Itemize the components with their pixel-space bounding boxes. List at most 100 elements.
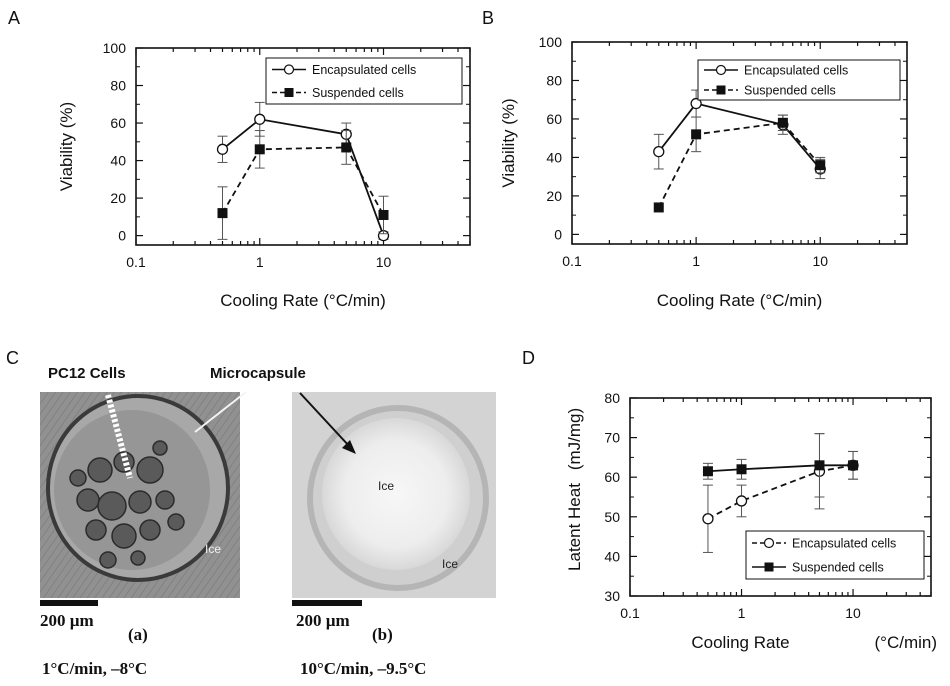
series-line-suspended <box>657 121 821 208</box>
legend-box <box>265 57 463 105</box>
legend: Encapsulated cells Suspended cells <box>697 59 901 101</box>
y-axis-unit: (mJ/mg) <box>565 408 584 470</box>
y-tick-label: 40 <box>110 153 126 169</box>
legend-box <box>697 59 901 101</box>
legend: Encapsulated cells Suspended cells <box>265 57 463 105</box>
y-tick-label: 100 <box>539 34 563 50</box>
data-point-encapsulated <box>653 146 665 158</box>
micrograph-a-cell-pointer <box>105 394 133 479</box>
legend-marker-circle <box>763 537 775 549</box>
micrograph-b-scale-bar <box>292 600 362 606</box>
micrograph-b-capsule-label: Microcapsule <box>210 365 306 382</box>
data-point-suspended <box>254 144 265 155</box>
series-line-suspended <box>221 146 385 216</box>
micrograph-b-arrowhead <box>342 440 356 454</box>
micrograph-a-cell-cluster <box>69 440 185 569</box>
data-point-encapsulated <box>216 143 229 155</box>
y-tick-label: 70 <box>604 430 620 446</box>
data-point-encapsulated <box>254 113 266 125</box>
legend-marker-square <box>764 562 774 572</box>
micrograph-a: Ice <box>40 391 247 606</box>
y-tick-label: 20 <box>546 188 562 204</box>
micrograph-b-pointer-line <box>299 392 351 448</box>
chart-d-latent-heat: 0.1 1 10 30 40 50 60 70 80 Cooling Rate (°C/min) La… <box>565 390 937 652</box>
y-tick-label: 60 <box>546 111 562 127</box>
y-tick-label: 80 <box>604 390 620 406</box>
micrograph-a-capsule-interior <box>54 410 210 570</box>
legend-label: Encapsulated cells <box>792 537 896 551</box>
data-point-encapsulated <box>690 97 702 110</box>
micrograph-a-condition: 1°C/min, –8°C <box>42 659 147 678</box>
legend-marker-square <box>716 85 726 95</box>
x-axis-title: Cooling Rate (°C/min) <box>657 291 823 310</box>
x-tick-label: 1 <box>692 253 700 269</box>
micrograph-b-panel-label: (b) <box>372 625 393 644</box>
panel-label-d: D <box>522 348 535 368</box>
series-line-encapsulated <box>658 102 821 170</box>
y-tick-label: 0 <box>118 228 126 244</box>
legend-box <box>745 530 925 580</box>
y-tick-label: 80 <box>546 72 562 88</box>
data-point-encapsulated <box>702 513 714 525</box>
data-point-suspended <box>777 117 788 128</box>
y-tick-label: 0 <box>554 226 562 242</box>
data-point-suspended <box>217 208 228 219</box>
micrograph-b-ice-center-label: Ice <box>378 479 394 493</box>
x-axis-unit: (°C/min) <box>874 633 937 652</box>
micrograph-a-scale-text: 200 µm <box>40 611 94 630</box>
series-line-encapsulated <box>221 118 385 236</box>
x-tick-label: 10 <box>376 254 392 270</box>
data-point-suspended <box>691 129 702 140</box>
data-point-suspended <box>814 460 825 471</box>
x-tick-label: 0.1 <box>620 605 640 621</box>
micrograph-b-condition: 10°C/min, –9.5°C <box>300 659 426 678</box>
x-tick-label: 1 <box>256 254 264 270</box>
y-tick-label: 50 <box>604 509 620 525</box>
legend: Encapsulated cells Suspended cells <box>745 530 925 580</box>
micrograph-a-capsule-pointer <box>194 391 247 433</box>
micrograph-a-scale-bar <box>40 600 98 606</box>
series-line-suspended <box>707 464 854 473</box>
data-point-suspended <box>653 202 664 213</box>
y-tick-label: 20 <box>110 190 126 206</box>
panel-label-b: B <box>482 8 494 28</box>
data-point-suspended <box>702 466 713 477</box>
y-tick-label: 60 <box>604 469 620 485</box>
panel-label-c: C <box>6 348 19 368</box>
y-axis-title: Latent Heat <box>565 483 584 571</box>
plot-frame <box>571 41 908 245</box>
series-line-encapsulated <box>707 464 854 520</box>
micrograph-b-scale-text: 200 µm <box>296 611 350 630</box>
data-point-suspended <box>341 142 352 153</box>
y-tick-label: 40 <box>604 548 620 564</box>
panel-label-a: A <box>8 8 20 28</box>
x-axis-title: Cooling Rate <box>691 633 789 652</box>
micrograph-a-cells-label: PC12 Cells <box>48 365 126 382</box>
y-axis-title: Viability (%) <box>499 98 518 187</box>
x-tick-label: 10 <box>812 253 828 269</box>
legend-label: Suspended cells <box>312 86 404 100</box>
x-axis-title: Cooling Rate (°C/min) <box>220 291 386 310</box>
legend-marker-circle <box>283 64 295 75</box>
legend-label: Encapsulated cells <box>744 64 848 78</box>
x-tick-label: 0.1 <box>126 254 146 270</box>
data-point-suspended <box>378 209 389 220</box>
legend-label: Suspended cells <box>744 84 836 98</box>
y-tick-label: 40 <box>546 149 562 165</box>
micrograph-a-panel-label: (a) <box>128 625 148 644</box>
legend-marker-square <box>284 88 294 97</box>
y-tick-label: 60 <box>110 115 126 131</box>
legend-label: Encapsulated cells <box>312 63 416 77</box>
y-tick-label: 100 <box>103 40 127 56</box>
data-point-encapsulated <box>735 495 748 507</box>
data-point-suspended <box>815 160 826 171</box>
micrograph-a-ice-label: Ice <box>205 542 221 556</box>
plot-frame <box>135 47 471 246</box>
x-tick-label: 0.1 <box>562 253 582 269</box>
micrograph-b-capsule-interior <box>322 418 470 570</box>
legend-label: Suspended cells <box>792 561 884 575</box>
data-point-suspended <box>848 460 859 471</box>
